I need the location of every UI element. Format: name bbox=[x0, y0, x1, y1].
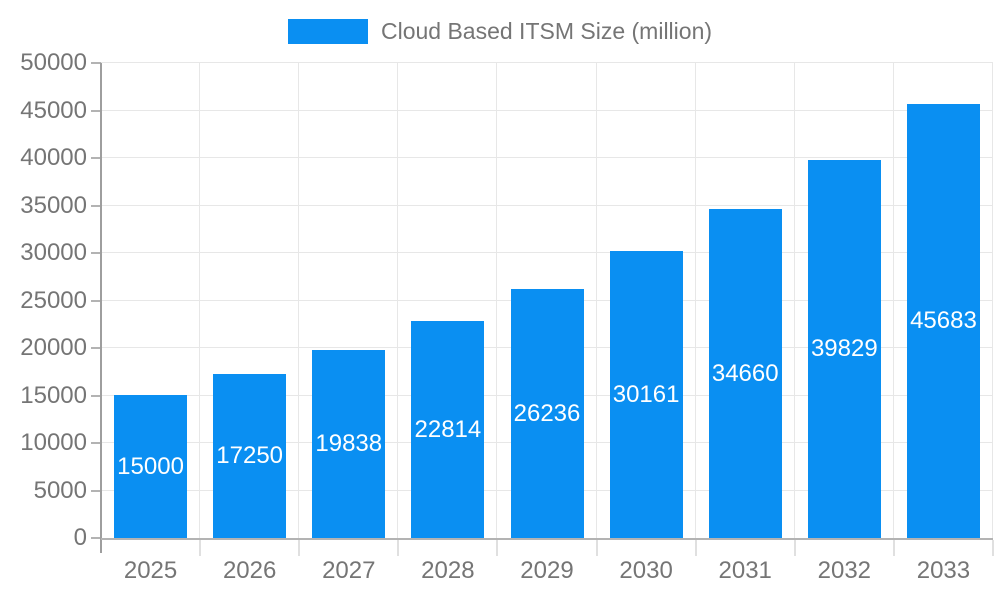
bar[interactable] bbox=[609, 251, 683, 538]
y-axis-tick-label: 5000 bbox=[33, 476, 87, 504]
y-axis-tick bbox=[91, 489, 101, 492]
y-axis-tick-label: 45000 bbox=[20, 96, 87, 124]
bar[interactable] bbox=[510, 289, 584, 538]
bar[interactable] bbox=[213, 374, 287, 538]
x-axis-tick-label: 2031 bbox=[718, 557, 772, 584]
x-axis-tick bbox=[892, 540, 895, 556]
x-axis-tick bbox=[992, 540, 994, 556]
bar-value-label: 34660 bbox=[711, 359, 779, 387]
gridline-vertical bbox=[793, 63, 795, 538]
x-axis-tick-label: 2029 bbox=[520, 557, 574, 584]
y-axis-tick bbox=[91, 442, 101, 444]
legend-swatch[interactable] bbox=[287, 19, 368, 44]
y-axis-tick-label: 15000 bbox=[20, 381, 87, 409]
bar[interactable] bbox=[906, 104, 980, 538]
gridline-horizontal bbox=[101, 109, 993, 111]
y-axis-tick-label: 40000 bbox=[20, 144, 87, 171]
bar-value-label: 26236 bbox=[513, 399, 581, 427]
x-axis-tick bbox=[595, 540, 598, 556]
x-axis-tick bbox=[298, 540, 301, 556]
x-axis-tick-label: 2028 bbox=[421, 557, 475, 584]
y-axis-tick bbox=[91, 252, 101, 254]
x-axis-tick bbox=[496, 540, 499, 556]
x-axis-line bbox=[101, 538, 993, 540]
bar-value-label: 15000 bbox=[117, 452, 184, 480]
y-axis-tick-label: 0 bbox=[73, 524, 87, 551]
bar[interactable] bbox=[807, 160, 881, 538]
x-axis-tick-label: 2033 bbox=[916, 557, 971, 584]
legend: Cloud Based ITSM Size (million) bbox=[0, 19, 1000, 44]
gridline-horizontal bbox=[101, 157, 993, 158]
y-axis-tick bbox=[91, 537, 101, 539]
gridline-horizontal bbox=[101, 62, 993, 63]
y-axis-tick bbox=[91, 204, 101, 207]
y-axis-tick-label: 35000 bbox=[20, 191, 87, 219]
gridline-vertical bbox=[892, 63, 894, 538]
y-axis-line bbox=[100, 63, 102, 553]
x-axis-tick bbox=[397, 540, 400, 556]
x-axis-tick bbox=[694, 540, 697, 556]
bar[interactable] bbox=[708, 209, 782, 538]
bar-value-label: 17250 bbox=[216, 442, 284, 469]
y-axis-tick bbox=[91, 347, 101, 349]
gridline-horizontal bbox=[101, 252, 993, 253]
bar[interactable] bbox=[411, 321, 485, 538]
x-axis-tick-label: 2032 bbox=[817, 557, 872, 584]
bar-value-label: 45683 bbox=[910, 307, 977, 334]
gridline-vertical bbox=[199, 63, 201, 538]
y-axis-tick-label: 25000 bbox=[20, 286, 87, 314]
y-axis-tick bbox=[91, 109, 101, 112]
legend-label[interactable]: Cloud Based ITSM Size (million) bbox=[380, 18, 713, 44]
gridline-horizontal bbox=[101, 204, 993, 206]
y-axis-tick-label: 20000 bbox=[20, 334, 87, 361]
x-axis-tick-label: 2027 bbox=[322, 557, 376, 584]
y-axis-tick bbox=[91, 299, 101, 302]
y-axis-tick-label: 10000 bbox=[20, 429, 87, 456]
bar[interactable] bbox=[312, 350, 386, 538]
bar-value-label: 22814 bbox=[414, 415, 482, 443]
gridline-vertical bbox=[595, 63, 597, 538]
y-axis-tick bbox=[91, 62, 101, 64]
bar-value-label: 19838 bbox=[315, 430, 383, 457]
gridline-vertical bbox=[694, 63, 696, 538]
y-axis-tick-label: 30000 bbox=[20, 239, 87, 266]
y-axis-tick bbox=[91, 394, 101, 397]
gridline-vertical bbox=[992, 63, 993, 538]
x-axis-tick-label: 2025 bbox=[123, 557, 178, 584]
y-axis-tick-label: 50000 bbox=[20, 49, 87, 76]
gridline-vertical bbox=[298, 63, 300, 538]
bar-value-label: 39829 bbox=[810, 335, 878, 362]
x-axis-tick-label: 2030 bbox=[619, 557, 673, 584]
bar[interactable] bbox=[114, 395, 188, 538]
x-axis-tick bbox=[199, 540, 202, 556]
x-axis-tick-label: 2026 bbox=[222, 557, 277, 584]
x-axis-tick bbox=[793, 540, 796, 556]
gridline-vertical bbox=[496, 63, 498, 538]
y-axis-tick bbox=[91, 157, 101, 159]
bar-value-label: 30161 bbox=[612, 380, 680, 408]
gridline-vertical bbox=[397, 63, 399, 538]
